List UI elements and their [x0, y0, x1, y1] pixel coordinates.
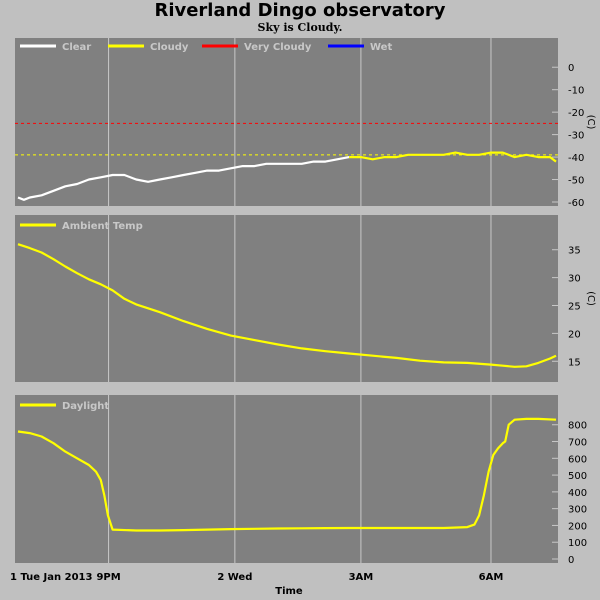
x-tick-label: 3AM — [349, 572, 374, 583]
y-tick-label: 0 — [568, 63, 574, 74]
y-tick-label: -30 — [568, 131, 584, 142]
y-tick-label: 800 — [568, 421, 587, 432]
series-line-ambient-temp — [17, 243, 557, 368]
series-line-daylight — [17, 417, 557, 532]
legend-label-wet: Wet — [370, 42, 392, 53]
x-axis-label: Time — [275, 586, 303, 597]
legend-label-ambient-temp: Ambient Temp — [62, 221, 143, 232]
x-tick-label: 6AM — [479, 572, 504, 583]
plot-panel-1 — [15, 38, 558, 206]
y-tick-label: -10 — [568, 86, 584, 97]
y-tick-label: 100 — [568, 538, 587, 549]
y-tick-label: -60 — [568, 198, 584, 209]
y-tick-label: 700 — [568, 438, 587, 449]
y-tick-label: 25 — [568, 302, 581, 313]
y-tick-label: -50 — [568, 176, 584, 187]
y-tick-label: 20 — [568, 329, 581, 340]
y-tick-label: 300 — [568, 505, 587, 516]
chart-title: Riverland Dingo observatory — [154, 0, 446, 21]
x-tick-label: 9PM — [96, 572, 120, 583]
y-axis-label: (C) — [585, 291, 596, 306]
sky-status-subtitle: Sky is Cloudy. — [257, 21, 343, 34]
y-tick-label: 200 — [568, 521, 587, 532]
y-axis-label: (C) — [585, 115, 596, 130]
x-tick-label: 1 Tue Jan 2013 — [10, 572, 92, 583]
y-tick-label: -20 — [568, 108, 584, 119]
legend-label-clear: Clear — [62, 42, 91, 53]
y-tick-label: 500 — [568, 471, 587, 482]
legend-label-daylight: Daylight — [62, 401, 109, 412]
y-tick-label: 600 — [568, 454, 587, 465]
series-line-clear — [17, 156, 350, 201]
y-tick-label: 30 — [568, 274, 581, 285]
series-line-cloudy — [349, 151, 557, 163]
y-tick-label: 35 — [568, 246, 581, 257]
y-tick-label: 400 — [568, 488, 587, 499]
plot-panel-2 — [15, 215, 558, 382]
legend-label-very-cloudy: Very Cloudy — [244, 42, 312, 53]
plot-panel-3 — [15, 395, 558, 563]
legend-label-cloudy: Cloudy — [150, 42, 189, 53]
x-tick-label: 2 Wed — [217, 572, 252, 583]
y-tick-label: 15 — [568, 357, 581, 368]
y-tick-label: 0 — [568, 555, 574, 566]
y-tick-label: -40 — [568, 153, 584, 164]
